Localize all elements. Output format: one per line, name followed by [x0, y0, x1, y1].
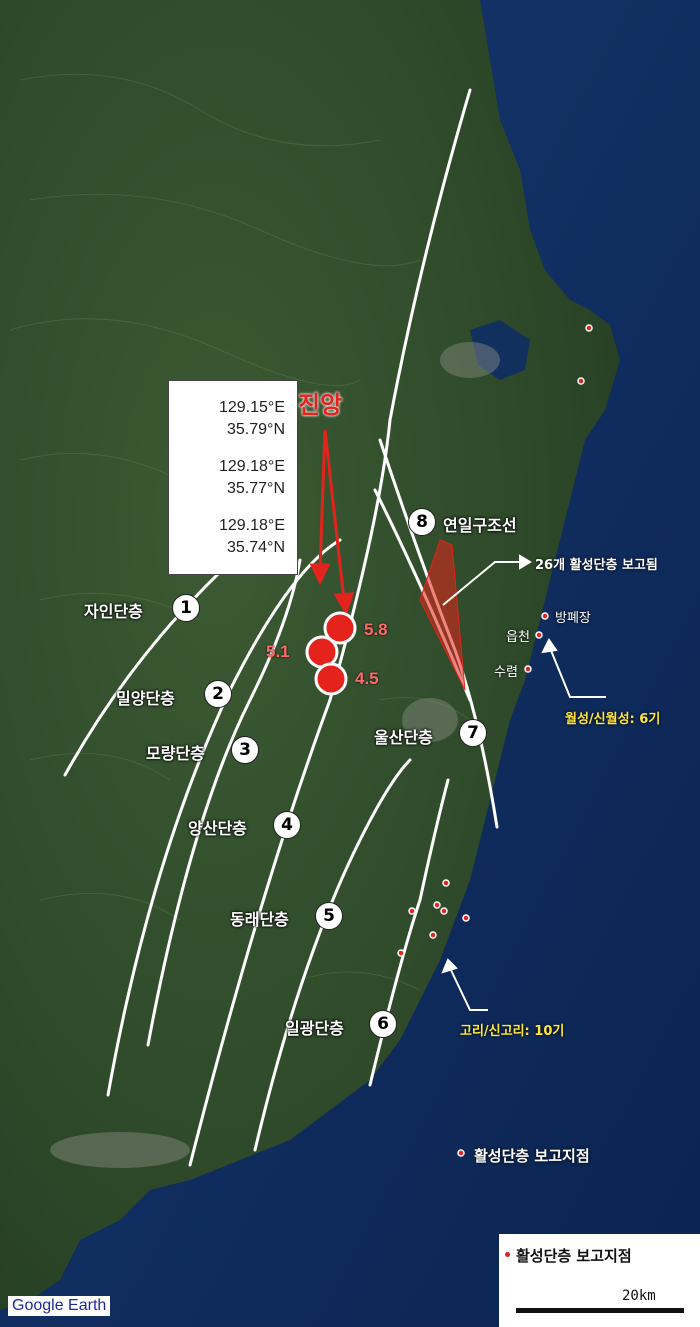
fault-label-7: 울산단층 [374, 728, 433, 747]
terrain-texture [9, 73, 471, 991]
urban-areas [50, 342, 500, 1168]
fault-number-2: 2 [204, 680, 232, 708]
fault-label-1: 자인단층 [84, 602, 143, 621]
magnitude-5-8: 5.8 [364, 620, 388, 639]
map-legend-label: 활성단층 보고지점 [474, 1147, 590, 1165]
fault-number-8: 8 [408, 508, 436, 536]
fault-number-5: 5 [315, 902, 343, 930]
fault-label-4: 양산단층 [188, 819, 247, 838]
epicenter-dot-4-5 [314, 662, 348, 696]
fault-number-7: 7 [459, 719, 487, 747]
site-label-suryeom: 수렴 [494, 665, 518, 680]
coord-3-lat: 35.74°N [227, 539, 285, 556]
coord-1-lat: 35.79°N [227, 421, 285, 438]
scale-bar [516, 1308, 684, 1313]
callout-arrows [441, 554, 606, 1011]
fault-label-3: 모량단층 [146, 744, 205, 763]
fault-line-2 [106, 538, 342, 1097]
fault-label-2: 밀양단층 [116, 689, 175, 708]
fault-line-4 [188, 88, 472, 1167]
active-fault-zone [419, 539, 466, 691]
bay-area [470, 320, 530, 380]
fault-number-4: 4 [273, 811, 301, 839]
coord-2-lon: 129.18°E [218, 458, 285, 475]
legend-label: 활성단층 보고지점 [516, 1247, 632, 1265]
site-label-bangpyejang: 방폐장 [555, 611, 591, 626]
fault-label-8: 연일구조선 [443, 516, 517, 535]
epicenter-arrows [309, 429, 355, 616]
scale-label: 20km [622, 1288, 656, 1304]
google-earth-attribution: Google Earth [8, 1296, 111, 1316]
epicenter-dot-5-1 [305, 635, 339, 669]
kori-callout: 고리/신고리: 10기 [460, 1024, 565, 1039]
fault-number-1: 1 [172, 594, 200, 622]
fault-number-6: 6 [369, 1010, 397, 1038]
epicenter-coordinate-box: 129.15°E 35.79°N 129.18°E 35.77°N 129.18… [168, 380, 298, 575]
coord-2-lat: 35.77°N [227, 480, 285, 497]
coord-3-lon: 129.18°E [218, 517, 285, 534]
epicenter-title: 진앙 [298, 391, 343, 419]
wolseong-callout: 월성/신월성: 6기 [565, 712, 661, 727]
active-faults-callout: 26개 활성단층 보고됨 [535, 558, 658, 573]
magnitude-5-1: 5.1 [266, 642, 290, 661]
fault-label-5: 동래단층 [230, 910, 289, 929]
active-fault-points [397, 324, 593, 1157]
coord-1-lon: 129.15°E [218, 399, 285, 416]
fault-label-6: 일광단층 [285, 1019, 344, 1038]
magnitude-4-5: 4.5 [355, 669, 379, 688]
site-label-eupcheon: 읍천 [506, 630, 530, 645]
fault-number-3: 3 [231, 736, 259, 764]
fault-line-5 [253, 758, 412, 1152]
epicenter-dot-5-8 [323, 611, 357, 645]
epicenter-markers [305, 611, 357, 696]
fault-line-3 [146, 558, 302, 1047]
legend-dot-icon [505, 1252, 510, 1257]
